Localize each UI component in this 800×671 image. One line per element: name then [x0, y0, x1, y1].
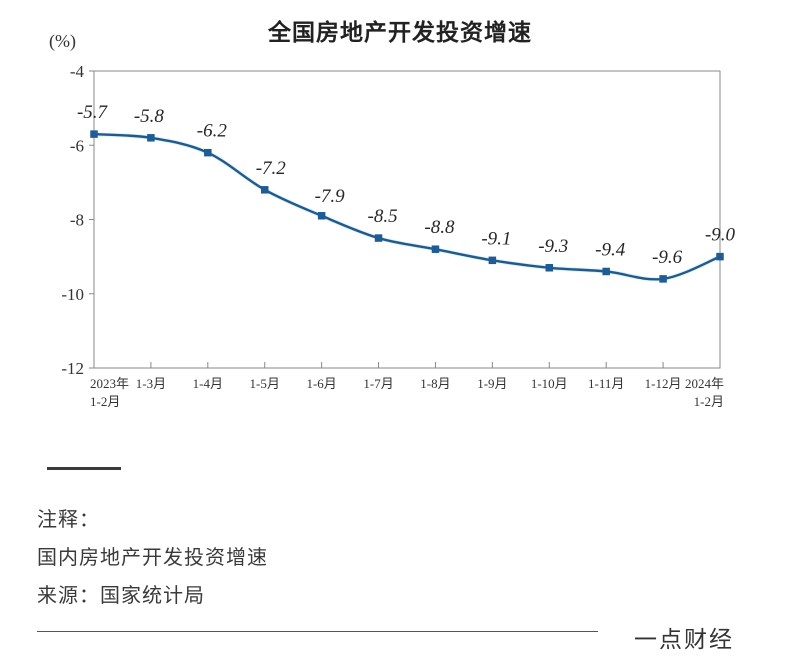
svg-text:-9.0: -9.0	[705, 225, 736, 246]
svg-text:-9.3: -9.3	[538, 236, 568, 257]
svg-text:-6: -6	[70, 136, 84, 155]
svg-text:-5.7: -5.7	[77, 102, 109, 123]
svg-text:1-12月: 1-12月	[645, 376, 682, 391]
svg-text:2023年: 2023年	[90, 376, 129, 391]
svg-text:-9.1: -9.1	[481, 228, 511, 249]
svg-text:2024年: 2024年	[685, 376, 724, 391]
svg-text:-9.6: -9.6	[652, 247, 683, 268]
svg-text:1-8月: 1-8月	[420, 376, 450, 391]
svg-text:-5.8: -5.8	[134, 106, 165, 127]
svg-text:-10: -10	[61, 285, 84, 304]
svg-text:1-4月: 1-4月	[193, 376, 223, 391]
svg-text:-8.5: -8.5	[368, 206, 398, 227]
svg-text:-7.9: -7.9	[315, 186, 346, 207]
svg-text:-8: -8	[70, 211, 84, 230]
svg-text:-6.2: -6.2	[197, 121, 228, 142]
svg-text:-12: -12	[61, 359, 84, 378]
svg-text:-7.2: -7.2	[256, 158, 287, 179]
svg-text:1-2月: 1-2月	[90, 394, 120, 409]
svg-text:1-6月: 1-6月	[306, 376, 336, 391]
svg-text:1-10月: 1-10月	[531, 376, 568, 391]
svg-text:1-2月: 1-2月	[694, 394, 724, 409]
svg-text:1-7月: 1-7月	[363, 376, 393, 391]
svg-text:-8.8: -8.8	[424, 217, 455, 238]
svg-text:-9.4: -9.4	[595, 239, 626, 260]
svg-text:1-5月: 1-5月	[250, 376, 280, 391]
svg-text:1-9月: 1-9月	[477, 376, 507, 391]
svg-text:1-11月: 1-11月	[588, 376, 624, 391]
svg-text:-4: -4	[70, 62, 85, 81]
svg-text:1-3月: 1-3月	[136, 376, 166, 391]
